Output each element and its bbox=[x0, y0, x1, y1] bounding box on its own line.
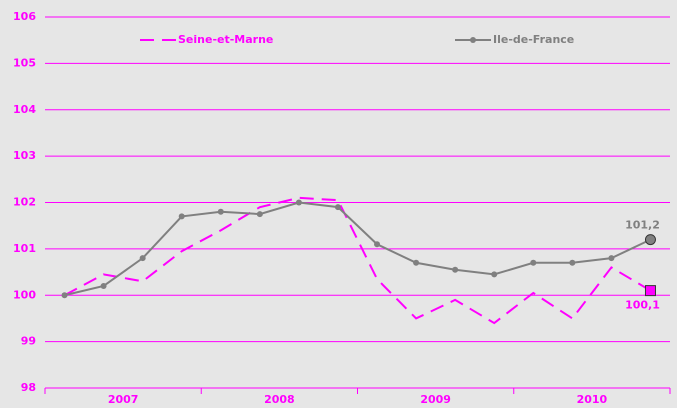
point bbox=[61, 292, 68, 299]
y-tick-label: 105 bbox=[13, 56, 36, 69]
point bbox=[608, 255, 615, 262]
point bbox=[491, 271, 498, 278]
y-tick-label: 104 bbox=[13, 103, 36, 116]
point bbox=[178, 213, 185, 220]
y-tick-label: 98 bbox=[21, 381, 36, 394]
y-tick-label: 101 bbox=[13, 242, 36, 255]
point bbox=[530, 259, 537, 266]
end-marker bbox=[644, 285, 656, 297]
x-group-label: 2009 bbox=[420, 393, 451, 406]
legend-label: Seine-et-Marne bbox=[178, 33, 273, 46]
x-group-label: 2010 bbox=[577, 393, 608, 406]
series-line bbox=[64, 196, 651, 325]
point bbox=[100, 282, 107, 289]
value-label: 101,2 bbox=[625, 219, 660, 232]
series-line bbox=[64, 201, 651, 297]
x-group-label: 2007 bbox=[108, 393, 139, 406]
point bbox=[256, 211, 263, 218]
point bbox=[452, 266, 459, 273]
y-tick-label: 106 bbox=[13, 10, 36, 23]
point bbox=[217, 208, 224, 215]
x-group-label: 2008 bbox=[264, 393, 295, 406]
point bbox=[413, 259, 420, 266]
y-tick-label: 99 bbox=[21, 335, 36, 348]
legend-label: Ile-de-France bbox=[493, 33, 574, 46]
point bbox=[334, 204, 341, 211]
legend-marker bbox=[470, 37, 476, 43]
point bbox=[139, 255, 146, 262]
y-tick-label: 100 bbox=[13, 288, 36, 301]
point bbox=[569, 259, 576, 266]
point bbox=[374, 241, 381, 248]
point bbox=[295, 199, 302, 206]
end-marker bbox=[644, 234, 656, 246]
y-tick-label: 102 bbox=[13, 196, 36, 209]
y-tick-label: 103 bbox=[13, 149, 36, 162]
value-label: 100,1 bbox=[625, 299, 660, 312]
